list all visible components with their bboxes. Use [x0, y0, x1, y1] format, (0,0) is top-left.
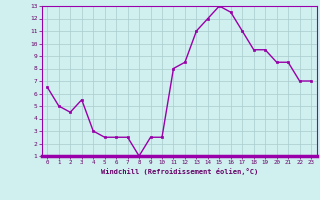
X-axis label: Windchill (Refroidissement éolien,°C): Windchill (Refroidissement éolien,°C) — [100, 168, 258, 175]
